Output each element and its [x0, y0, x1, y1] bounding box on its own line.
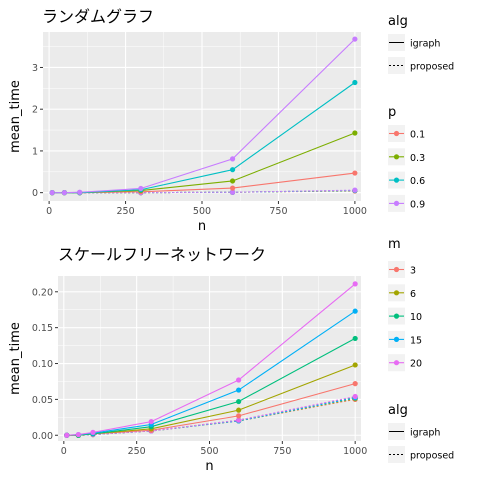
legend-key-point-0.6: [393, 177, 400, 183]
x-tick-label: 750: [273, 446, 291, 457]
legend-key-point-0.1: [393, 130, 400, 137]
x-tick-label: 1000: [343, 446, 367, 457]
legend-label-0.6: 0.6: [410, 176, 425, 187]
legend-label-15: 15: [410, 335, 422, 346]
y-tick-label: 0: [32, 188, 38, 199]
data-point-igraph-0.6: [229, 167, 236, 173]
data-point-igraph-15: [352, 308, 358, 314]
y-tick-label: 0.20: [32, 287, 53, 298]
data-point-igraph-0.9: [229, 156, 236, 162]
data-point-igraph-6: [236, 407, 242, 413]
y-tick-label: 1: [32, 146, 38, 157]
x-tick-label: 250: [116, 206, 134, 217]
chart-title: ランダムグラフ: [42, 7, 154, 26]
x-tick-label: 250: [128, 446, 146, 457]
x-tick-label: 0: [61, 446, 67, 457]
data-point-igraph-0.9: [138, 185, 144, 192]
x-tick-label: 500: [200, 446, 218, 457]
data-point-igraph-0.3: [229, 178, 236, 184]
y-axis-label: mean_time: [8, 80, 23, 153]
legend-title-color: p: [388, 105, 396, 120]
x-tick-label: 0: [46, 206, 52, 217]
data-point-igraph-3: [236, 413, 242, 419]
y-tick-label: 3: [32, 63, 38, 74]
data-point-proposed-0.9: [352, 187, 358, 193]
series-line-proposed-0.9: [52, 189, 355, 194]
x-tick-label: 1000: [343, 206, 367, 217]
legend-label-3: 3: [410, 266, 416, 277]
legend-title-alg: alg: [388, 14, 408, 29]
data-point-igraph-0.9: [61, 190, 68, 196]
legend-label-0.1: 0.1: [410, 130, 425, 141]
data-point-igraph-0.1: [352, 170, 358, 176]
data-point-igraph-0.9: [77, 189, 83, 195]
x-axis-label: n: [205, 459, 213, 474]
data-point-igraph-0.9: [352, 36, 358, 42]
legend-label-0.9: 0.9: [410, 199, 425, 210]
data-point-igraph-0.6: [352, 79, 358, 86]
data-point-igraph-3: [352, 381, 358, 387]
data-point-igraph-20: [236, 377, 242, 383]
data-point-igraph-20: [75, 431, 81, 438]
legend-label-igraph: igraph: [410, 39, 440, 50]
data-point-proposed-0.9: [229, 189, 236, 195]
y-tick-label: 0.05: [32, 395, 53, 406]
x-axis-label: n: [198, 219, 206, 234]
data-point-igraph-20: [90, 429, 96, 435]
legend-key-point-10: [393, 313, 400, 319]
data-point-proposed-20: [352, 393, 358, 400]
y-axis-label: mean_time: [8, 322, 23, 395]
legend-key-point-3: [393, 266, 400, 273]
data-point-igraph-20: [352, 281, 358, 287]
data-point-igraph-20: [148, 419, 154, 425]
x-tick-label: 750: [269, 206, 287, 217]
chart-title: スケールフリーネットワーク: [58, 245, 266, 264]
y-tick-label: 2: [32, 105, 38, 116]
data-point-igraph-0.3: [352, 130, 358, 136]
legend-key-point-6: [393, 290, 400, 296]
data-point-igraph-0.9: [49, 190, 55, 196]
legend-title-alg: alg: [388, 403, 408, 418]
y-tick-label: 0.15: [32, 323, 53, 334]
legend-key-bg: [388, 446, 405, 463]
data-point-proposed-20: [236, 417, 242, 423]
chart-1: 0 1 2 3 0 250 500 750 1000 n mean_time ランダムグラフ algig…: [8, 7, 454, 234]
data-point-igraph-10: [352, 335, 358, 342]
legend-label-10: 10: [410, 312, 422, 323]
legend-label-igraph: igraph: [410, 428, 440, 439]
y-tick-label: 0.10: [32, 359, 53, 370]
y-tick-label: 0.00: [32, 431, 53, 442]
legend-title-color: m: [388, 237, 401, 252]
data-point-igraph-0.1: [229, 185, 236, 191]
legend-key-point-0.9: [393, 200, 400, 206]
legend-label-proposed: proposed: [410, 62, 454, 73]
legend-label-proposed: proposed: [410, 451, 454, 462]
data-point-igraph-15: [236, 387, 242, 393]
data-point-igraph-6: [352, 362, 358, 368]
x-tick-label: 500: [193, 206, 211, 217]
legend-label-20: 20: [410, 359, 422, 370]
data-point-igraph-10: [236, 398, 242, 405]
legend-label-6: 6: [410, 289, 416, 300]
legend-key-bg: [388, 57, 405, 74]
data-point-igraph-20: [64, 432, 70, 438]
legend-key-point-0.3: [393, 154, 400, 160]
legend-label-0.3: 0.3: [410, 153, 425, 164]
chart-2: 0.00 0.05 0.10 0.15 0.20 0 250 500 750 1000 n mean_…: [8, 237, 454, 474]
legend-key-point-15: [393, 336, 400, 342]
legend-key-point-20: [393, 360, 400, 366]
